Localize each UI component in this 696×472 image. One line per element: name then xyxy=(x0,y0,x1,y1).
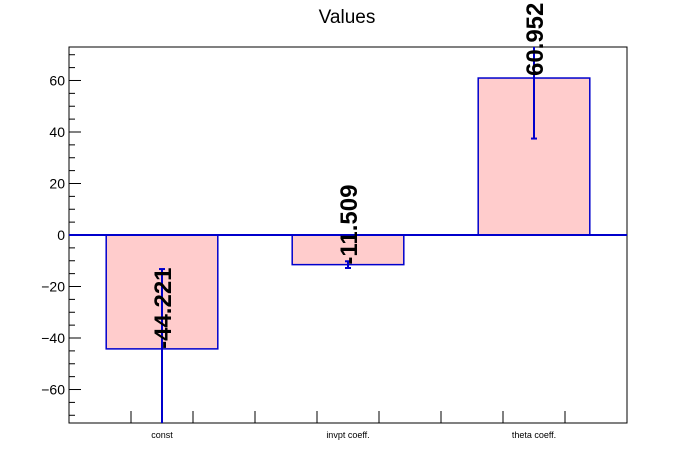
y-tick-label: −20 xyxy=(41,279,65,295)
category-label: const xyxy=(151,430,173,440)
y-tick-label: 0 xyxy=(57,227,65,243)
axis-layer: −60 −40 −20 0 20 40 60 xyxy=(41,54,566,423)
label-layer: const -44.221 invpt coeff. -11.509 theta coe… xyxy=(150,3,556,440)
value-label: 60.952 xyxy=(522,3,549,76)
chart-title: Values xyxy=(319,7,376,28)
y-tick-label: 20 xyxy=(49,175,65,191)
y-tick-label: 40 xyxy=(49,124,65,140)
category-label: theta coeff. xyxy=(512,430,556,440)
y-tick-label: −60 xyxy=(41,382,65,398)
bar-layer xyxy=(69,47,627,423)
value-label: -44.221 xyxy=(150,267,177,348)
category-label: invpt coeff. xyxy=(326,430,369,440)
y-tick-label: 60 xyxy=(49,72,65,88)
value-label: -11.509 xyxy=(336,185,363,265)
bar xyxy=(291,234,405,266)
y-tick-label: −40 xyxy=(41,330,65,346)
